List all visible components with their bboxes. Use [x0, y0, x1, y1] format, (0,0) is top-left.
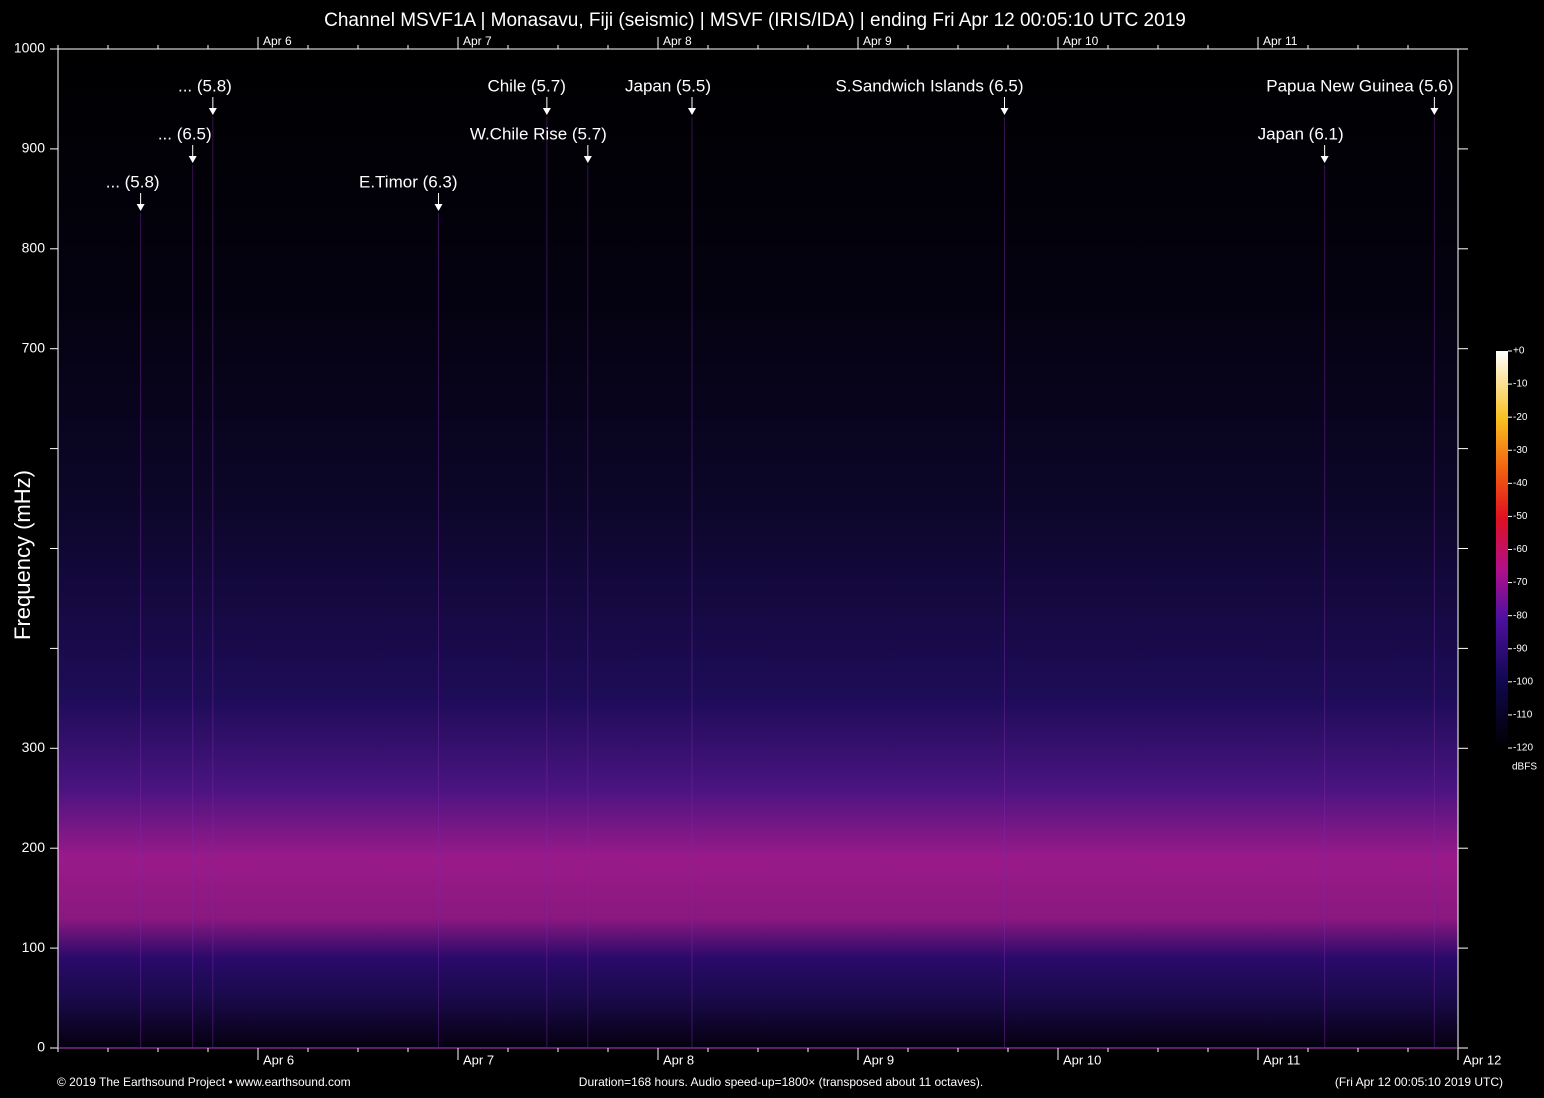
- colorbar-tick-label: -80: [1513, 610, 1528, 621]
- annotation-arrowhead: [434, 204, 443, 211]
- annotation-arrowhead: [1430, 108, 1439, 115]
- colorbar-tick-label: -20: [1513, 412, 1528, 423]
- y-tick-label: 0: [37, 1039, 45, 1055]
- x-tick-label: Apr 12: [1463, 1052, 1501, 1067]
- annotation-arrowhead: [688, 108, 697, 115]
- colorbar-tick-label: -70: [1513, 577, 1528, 588]
- x-tick-label-top: Apr 8: [663, 34, 692, 48]
- annotation-label: E.Timor (6.3): [359, 172, 458, 191]
- colorbar: [1496, 351, 1508, 748]
- y-tick-label: 100: [22, 939, 46, 955]
- annotation-arrowhead: [208, 108, 217, 115]
- annotation-label: Chile (5.7): [487, 76, 565, 95]
- y-tick-label: 900: [22, 140, 46, 156]
- x-tick-label-top: Apr 6: [263, 34, 292, 48]
- annotation-label: ... (6.5): [158, 124, 212, 143]
- colorbar-tick-label: -60: [1513, 544, 1528, 555]
- x-tick-label-top: Apr 10: [1063, 34, 1099, 48]
- annotation-label: ... (5.8): [106, 172, 160, 191]
- x-tick-label: Apr 6: [263, 1052, 294, 1067]
- spectrogram: [58, 49, 1458, 1048]
- annotation-label: S.Sandwich Islands (6.5): [835, 76, 1023, 95]
- colorbar-tick-label: -100: [1513, 676, 1533, 687]
- footer-right: (Fri Apr 12 00:05:10 2019 UTC): [1335, 1075, 1503, 1089]
- annotation-label: ... (5.8): [178, 76, 232, 95]
- x-tick-label: Apr 11: [1263, 1052, 1300, 1067]
- footer-left: © 2019 The Earthsound Project • www.eart…: [57, 1075, 351, 1089]
- annotation-arrowhead: [136, 204, 145, 211]
- x-tick-label: Apr 8: [663, 1052, 694, 1067]
- y-tick-label: 200: [22, 839, 46, 855]
- colorbar-tick-label: -10: [1513, 379, 1528, 390]
- colorbar-tick-label: -30: [1513, 445, 1528, 456]
- annotation-arrowhead: [1000, 108, 1009, 115]
- chart-title: Channel MSVF1A | Monasavu, Fiji (seismic…: [324, 10, 1186, 31]
- colorbar-tick-label: +0: [1513, 346, 1525, 357]
- annotation-label: Japan (5.5): [625, 76, 711, 95]
- y-tick-label: 300: [22, 739, 46, 755]
- colorbar-tick-label: -120: [1513, 743, 1533, 754]
- x-tick-label-top: Apr 7: [463, 34, 492, 48]
- colorbar-tick-label: -110: [1513, 710, 1533, 721]
- y-tick-label: 800: [22, 240, 46, 256]
- annotation-arrowhead: [542, 108, 551, 115]
- x-tick-label: Apr 10: [1063, 1052, 1101, 1067]
- x-tick-label: Apr 7: [463, 1052, 494, 1067]
- annotation-label: Papua New Guinea (5.6): [1266, 76, 1453, 95]
- y-tick-label: 700: [22, 339, 46, 355]
- colorbar-tick-label: -40: [1513, 478, 1528, 489]
- annotation-arrowhead: [1320, 156, 1329, 163]
- annotation-arrowhead: [188, 156, 197, 163]
- colorbar-label: dBFS: [1512, 762, 1537, 773]
- x-tick-label-top: Apr 9: [863, 34, 892, 48]
- y-axis-label: Frequency (mHz): [10, 470, 35, 640]
- annotation-arrowhead: [583, 156, 592, 163]
- y-tick-label: 1000: [14, 40, 45, 56]
- colorbar-tick-label: -90: [1513, 643, 1528, 654]
- annotation-label: Japan (6.1): [1258, 124, 1344, 143]
- annotation-label: W.Chile Rise (5.7): [470, 124, 607, 143]
- footer-center: Duration=168 hours. Audio speed-up=1800×…: [579, 1075, 983, 1089]
- x-tick-label-top: Apr 11: [1263, 34, 1298, 48]
- colorbar-tick-label: -50: [1513, 511, 1528, 522]
- x-tick-label: Apr 9: [863, 1052, 894, 1067]
